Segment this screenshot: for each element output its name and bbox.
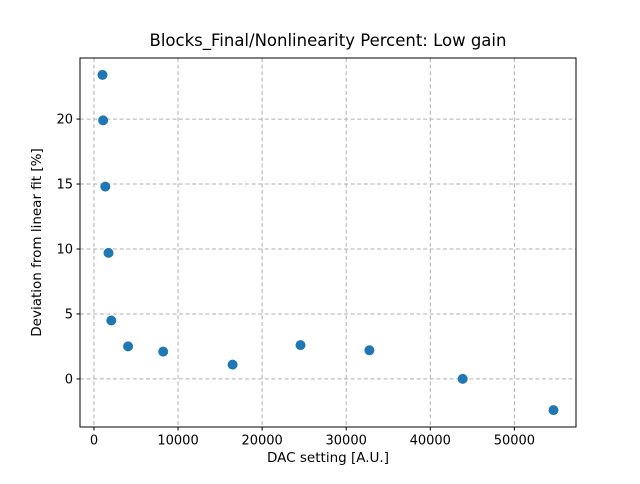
y-tick-label: 0: [65, 372, 73, 387]
scatter-points: [97, 69, 559, 416]
data-point: [98, 115, 109, 126]
plot-border: [79, 57, 577, 428]
y-tick-label: 10: [56, 242, 73, 257]
y-axis-label: Deviation from linear fit [%]: [29, 148, 45, 337]
x-tick-label: 30000: [326, 434, 367, 449]
x-tick-label: 20000: [241, 434, 282, 449]
x-axis-label: DAC setting [A.U.]: [267, 450, 389, 466]
data-point: [295, 340, 306, 351]
x-tick-label: 10000: [157, 434, 198, 449]
x-tick-label: 50000: [494, 434, 535, 449]
data-point: [227, 359, 238, 370]
data-point: [548, 405, 559, 416]
y-tick-label: 20: [56, 113, 73, 128]
y-axis-ticks: [76, 118, 80, 380]
data-point: [100, 181, 111, 192]
x-tick-labels: 0 10000 20000 30000 40000 50000: [90, 434, 535, 449]
grid-lines: [80, 58, 576, 427]
x-tick-label: 40000: [410, 434, 451, 449]
y-tick-labels: 0 5 10 15 20: [56, 113, 73, 388]
chart-title: Blocks_Final/Nonlinearity Percent: Low g…: [150, 31, 507, 51]
y-tick-label: 5: [65, 307, 73, 322]
data-point: [106, 315, 117, 326]
data-point: [158, 346, 169, 357]
data-point: [103, 247, 114, 258]
data-point: [97, 69, 108, 80]
data-point: [123, 341, 134, 352]
x-axis-ticks: [93, 427, 515, 431]
data-point: [457, 373, 468, 384]
y-tick-label: 15: [56, 178, 73, 193]
x-tick-label: 0: [90, 434, 98, 449]
data-point: [364, 345, 375, 356]
